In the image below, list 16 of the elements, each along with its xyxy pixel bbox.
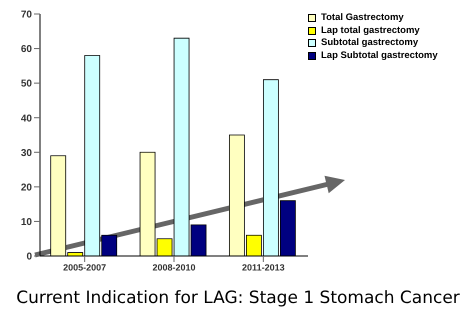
legend-label: Subtotal gastrectomy xyxy=(321,37,418,50)
legend-label: Lap total gastrectomy xyxy=(321,24,420,37)
y-tick-label: 60 xyxy=(20,44,32,56)
text: Current Indication for LAG: Stage 1 Stomach Cancer xyxy=(15,288,461,308)
y-tick-label: 0 xyxy=(26,252,32,263)
y-tick-label: 30 xyxy=(20,148,32,159)
y-tick-label: 70 xyxy=(20,10,32,21)
legend-label: Total Gastrectomy xyxy=(321,12,404,24)
y-tick-label: 20 xyxy=(20,182,32,194)
x-tick-label: 2005-2007 xyxy=(63,262,106,272)
legend-label: Lap Subtotal gastrectomy xyxy=(321,50,438,62)
y-tick-label: 40 xyxy=(20,113,32,124)
y-tick-label: 50 xyxy=(20,78,32,90)
x-tick-label: 2008-2010 xyxy=(152,262,196,272)
y-tick-label: 10 xyxy=(20,216,32,228)
x-tick-label: 2011-2013 xyxy=(242,262,285,272)
